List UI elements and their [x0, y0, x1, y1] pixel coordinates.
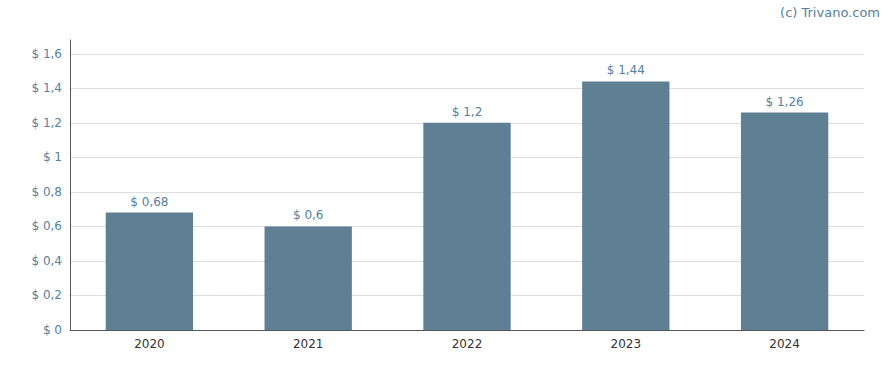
svg-text:$ 0: $ 0 [43, 323, 62, 337]
svg-text:$ 0,6: $ 0,6 [31, 219, 62, 233]
svg-text:2023: 2023 [611, 337, 642, 351]
svg-text:$ 1,2: $ 1,2 [31, 116, 62, 130]
svg-text:$ 1,26: $ 1,26 [766, 95, 804, 109]
svg-text:$ 1,6: $ 1,6 [31, 47, 62, 61]
svg-text:$ 0,2: $ 0,2 [31, 288, 62, 302]
svg-text:$ 0,4: $ 0,4 [31, 254, 62, 268]
svg-text:2024: 2024 [769, 337, 800, 351]
svg-text:2020: 2020 [134, 337, 165, 351]
svg-text:$ 0,6: $ 0,6 [293, 208, 324, 222]
svg-text:2021: 2021 [293, 337, 324, 351]
svg-text:$ 0,68: $ 0,68 [130, 195, 168, 209]
svg-text:$ 1: $ 1 [43, 150, 62, 164]
svg-text:2022: 2022 [452, 337, 483, 351]
svg-text:$ 0,8: $ 0,8 [31, 185, 62, 199]
svg-text:$ 1,4: $ 1,4 [31, 81, 62, 95]
svg-text:$ 1,44: $ 1,44 [607, 63, 645, 77]
svg-text:$ 1,2: $ 1,2 [452, 105, 483, 119]
svg-text:(c) Trivano.com: (c) Trivano.com [780, 5, 880, 20]
